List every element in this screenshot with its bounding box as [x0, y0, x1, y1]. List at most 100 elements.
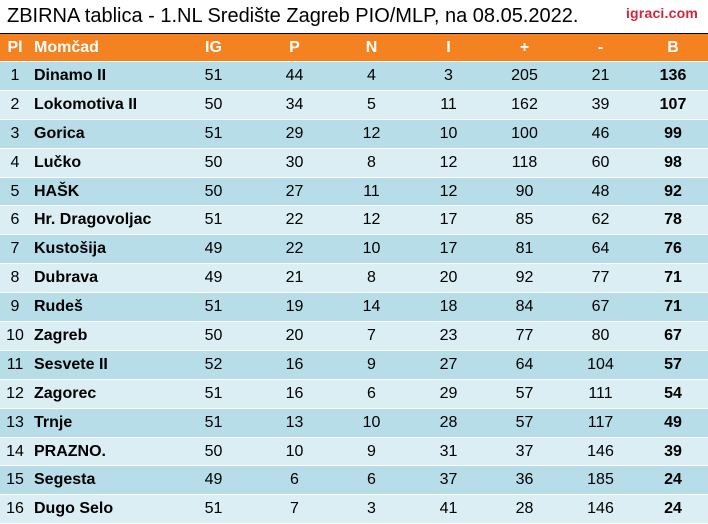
table-row: 1 Dinamo II 51 44 4 3 205 21 136 — [0, 61, 708, 91]
cell-points: 71 — [638, 263, 708, 294]
cell-goals-for: 162 — [486, 90, 563, 120]
cell-points: 98 — [638, 148, 708, 178]
cell-points: 39 — [638, 437, 708, 467]
cell-played: 49 — [170, 465, 257, 496]
cell-goals-against: 146 — [563, 494, 638, 524]
cell-team: Gorica — [30, 119, 170, 149]
cell-position: 7 — [0, 234, 30, 265]
title-bar: ZBIRNA tablica - 1.NL Središte Zagreb PI… — [0, 0, 708, 34]
cell-lost: 37 — [411, 465, 486, 496]
cell-played: 51 — [170, 379, 257, 409]
col-header-points: B — [638, 34, 708, 62]
cell-goals-for: 92 — [486, 263, 563, 294]
cell-won: 22 — [257, 205, 332, 236]
cell-won: 19 — [257, 292, 332, 323]
cell-points: 24 — [638, 494, 708, 524]
cell-won: 6 — [257, 465, 332, 496]
cell-team: Rudeš — [30, 292, 170, 323]
cell-team: Hr. Dragovoljac — [30, 205, 170, 236]
cell-won: 21 — [257, 263, 332, 294]
cell-goals-against: 80 — [563, 321, 638, 351]
cell-drawn: 3 — [332, 494, 411, 524]
cell-position: 14 — [0, 437, 30, 467]
cell-goals-against: 104 — [563, 350, 638, 380]
cell-goals-for: 57 — [486, 408, 563, 438]
cell-points: 49 — [638, 408, 708, 438]
cell-goals-for: 118 — [486, 148, 563, 178]
cell-lost: 28 — [411, 408, 486, 438]
cell-drawn: 12 — [332, 205, 411, 236]
cell-played: 51 — [170, 119, 257, 149]
cell-lost: 17 — [411, 234, 486, 265]
cell-goals-against: 39 — [563, 90, 638, 120]
cell-drawn: 9 — [332, 437, 411, 467]
cell-drawn: 6 — [332, 465, 411, 496]
cell-team: HAŠK — [30, 177, 170, 207]
cell-team: Zagreb — [30, 321, 170, 351]
cell-drawn: 10 — [332, 234, 411, 265]
brand-logo[interactable]: igraci.com — [625, 5, 698, 21]
col-header-played: IG — [170, 34, 257, 62]
table-row: 16 Dugo Selo 51 7 3 41 28 146 24 — [0, 494, 708, 524]
cell-team: Sesvete II — [30, 350, 170, 380]
col-header-position: Pl — [0, 34, 30, 62]
cell-played: 50 — [170, 437, 257, 467]
cell-lost: 10 — [411, 119, 486, 149]
cell-position: 12 — [0, 379, 30, 409]
cell-points: 71 — [638, 292, 708, 323]
cell-position: 4 — [0, 148, 30, 178]
cell-goals-for: 64 — [486, 350, 563, 380]
table-row: 6 Hr. Dragovoljac 51 22 12 17 85 62 78 — [0, 205, 708, 236]
cell-lost: 18 — [411, 292, 486, 323]
cell-drawn: 7 — [332, 321, 411, 351]
cell-points: 57 — [638, 350, 708, 380]
cell-team: PRAZNO. — [30, 437, 170, 467]
cell-position: 6 — [0, 205, 30, 236]
cell-goals-against: 64 — [563, 234, 638, 265]
cell-position: 2 — [0, 90, 30, 120]
cell-won: 16 — [257, 350, 332, 380]
cell-won: 7 — [257, 494, 332, 524]
table-header-row: Pl Momčad IG P N I + - B — [0, 34, 708, 62]
cell-won: 22 — [257, 234, 332, 265]
cell-lost: 23 — [411, 321, 486, 351]
cell-played: 51 — [170, 408, 257, 438]
cell-goals-for: 81 — [486, 234, 563, 265]
table-row: 2 Lokomotiva II 50 34 5 11 162 39 107 — [0, 90, 708, 120]
cell-position: 15 — [0, 465, 30, 496]
cell-won: 10 — [257, 437, 332, 467]
cell-team: Segesta — [30, 465, 170, 496]
cell-drawn: 8 — [332, 148, 411, 178]
cell-points: 99 — [638, 119, 708, 149]
cell-won: 20 — [257, 321, 332, 351]
cell-goals-for: 84 — [486, 292, 563, 323]
cell-position: 8 — [0, 263, 30, 294]
col-header-goals-against: - — [563, 34, 638, 62]
cell-goals-for: 205 — [486, 61, 563, 91]
cell-position: 11 — [0, 350, 30, 380]
cell-lost: 11 — [411, 90, 486, 120]
cell-won: 44 — [257, 61, 332, 91]
cell-played: 51 — [170, 292, 257, 323]
cell-won: 27 — [257, 177, 332, 207]
cell-won: 30 — [257, 148, 332, 178]
cell-points: 107 — [638, 90, 708, 120]
cell-points: 92 — [638, 177, 708, 207]
cell-points: 67 — [638, 321, 708, 351]
cell-points: 24 — [638, 465, 708, 496]
cell-played: 50 — [170, 321, 257, 351]
cell-goals-against: 62 — [563, 205, 638, 236]
cell-goals-for: 77 — [486, 321, 563, 351]
cell-goals-for: 90 — [486, 177, 563, 207]
cell-team: Trnje — [30, 408, 170, 438]
cell-drawn: 14 — [332, 292, 411, 323]
cell-position: 16 — [0, 494, 30, 524]
cell-goals-against: 46 — [563, 119, 638, 149]
table-row: 11 Sesvete II 52 16 9 27 64 104 57 — [0, 350, 708, 380]
table-row: 8 Dubrava 49 21 8 20 92 77 71 — [0, 263, 708, 294]
cell-drawn: 11 — [332, 177, 411, 207]
cell-position: 3 — [0, 119, 30, 149]
cell-goals-for: 100 — [486, 119, 563, 149]
cell-team: Dinamo II — [30, 61, 170, 91]
